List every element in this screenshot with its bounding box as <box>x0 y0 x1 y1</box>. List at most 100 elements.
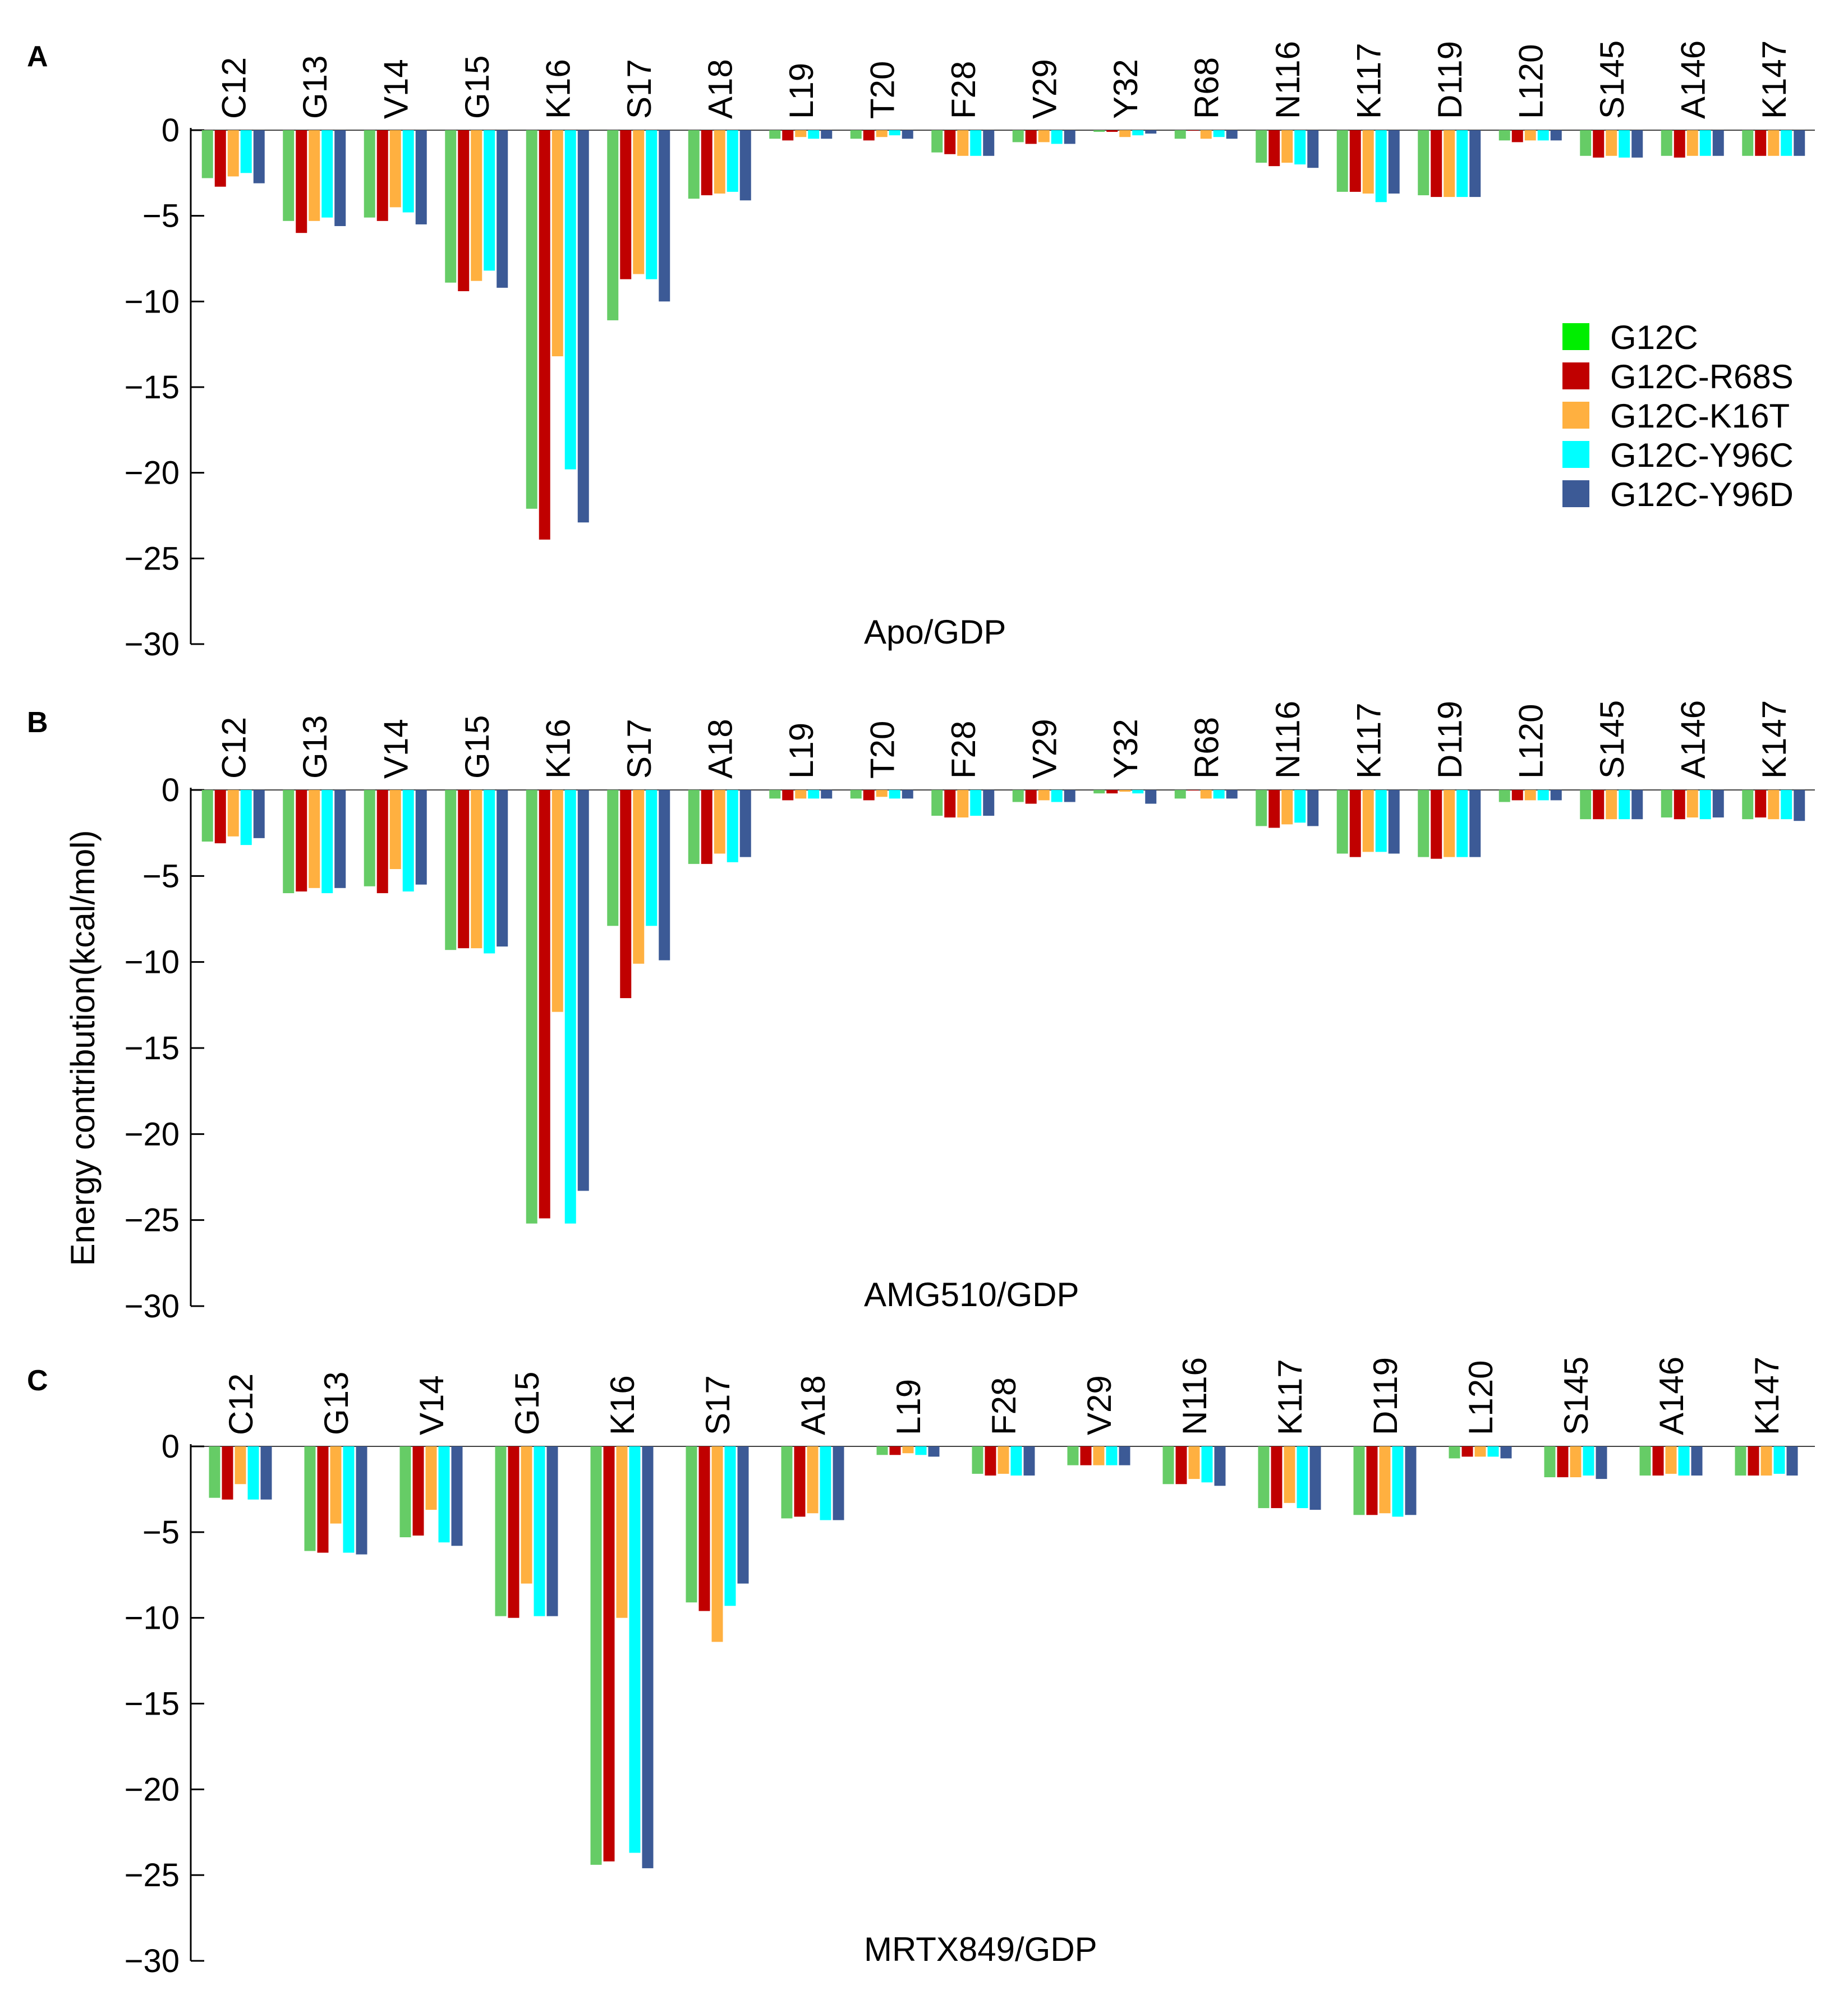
bar-g12c-y96d-a18 <box>833 1446 844 1520</box>
bar-g12c-r68s-s17 <box>698 1446 710 1611</box>
bar-g12c-r68s-c12 <box>214 130 226 187</box>
panel-b: B 0 −5 −10 −15 −20 −25 −30 C12 G13 V14 G15 K16 S17 A18… <box>27 700 1815 1325</box>
category-label-c12: C12 <box>215 717 252 779</box>
category-label-v29: V29 <box>1081 1375 1118 1435</box>
bar-g12c-y96d-l120 <box>1500 1446 1512 1459</box>
bar-g12c-r68s-t20 <box>863 790 875 801</box>
bar-g12c-k16t-s17 <box>711 1446 723 1642</box>
bar-g12c-y96d-c12 <box>260 1446 272 1500</box>
bar-g12c-k16t-a146 <box>1686 790 1698 818</box>
category-label-y32: Y32 <box>1107 59 1144 119</box>
bar-g12c-y96c-k117 <box>1375 790 1387 852</box>
category-label-l120: L120 <box>1462 1361 1500 1435</box>
bar-g12c-y96d-l19 <box>821 790 833 799</box>
bar-g12c-s17 <box>686 1446 697 1603</box>
bar-g12c-r68s-n116 <box>1268 130 1280 167</box>
panel-a: A 0 −5 −10 −15 −20 −25 −30 C12 G13 V14 G15 K16 S17 A18… <box>27 40 1815 663</box>
bar-g12c-y96d-s17 <box>659 130 670 302</box>
bar-g12c-k16t-v14 <box>389 130 401 208</box>
bar-g12c-y96d-g13 <box>334 790 346 888</box>
bar-g12c-y96d-c12 <box>253 790 265 838</box>
bar-g12c-k16t-f28 <box>957 790 969 818</box>
bar-g12c-y96c-g13 <box>343 1446 355 1553</box>
category-label-a18: A18 <box>794 1375 832 1435</box>
category-label-k147: K147 <box>1748 1357 1786 1435</box>
category-label-l19: L19 <box>783 723 820 779</box>
bar-g12c-r68s-f28 <box>985 1446 996 1476</box>
bar-g12c-r68s-s17 <box>620 790 632 999</box>
bar-g12c-r68s-k147 <box>1748 1446 1759 1476</box>
bar-g12c-y96d-g13 <box>334 130 346 226</box>
bar-g12c-r68s-c12 <box>222 1446 233 1500</box>
bar-g12c-k16t-t20 <box>876 130 888 137</box>
y-tick-label: −15 <box>125 369 180 406</box>
bar-g12c-v14 <box>364 790 375 886</box>
bar-g12c-c12 <box>201 130 213 178</box>
category-label-s17: S17 <box>620 719 658 779</box>
bar-g12c-k16t-s17 <box>633 130 645 274</box>
category-label-n116: N116 <box>1269 701 1307 779</box>
bar-g12c-k16t-g13 <box>309 790 320 888</box>
bar-g12c-k16t-a18 <box>807 1446 819 1514</box>
bar-g12c-y96d-a146 <box>1712 130 1724 156</box>
legend-label-g12c-r68s: G12C-R68S <box>1610 358 1794 396</box>
bar-g12c-t20 <box>850 130 862 139</box>
bar-g12c-s145 <box>1544 1446 1556 1478</box>
y-axis-label: Energy contribution(kcal/mol) <box>64 830 102 1266</box>
bar-g12c-d119 <box>1353 1446 1365 1515</box>
bar-g12c-k147 <box>1735 1446 1746 1476</box>
bar-g12c-y96d-v29 <box>1064 790 1075 802</box>
category-label-s145: S145 <box>1593 40 1631 119</box>
bar-g12c-y96c-d119 <box>1456 790 1468 857</box>
bar-g12c-k147 <box>1742 790 1754 820</box>
bar-g12c-y96d-d119 <box>1469 130 1481 197</box>
bar-g12c-f28 <box>931 790 943 816</box>
bar-g12c-k16t-l120 <box>1474 1446 1486 1457</box>
bar-g12c-y96c-n116 <box>1294 790 1306 823</box>
bar-g12c-y96d-l120 <box>1550 790 1562 801</box>
bar-g12c-r68s-g15 <box>458 790 470 949</box>
panel-letter: C <box>27 1364 48 1397</box>
category-label-l19: L19 <box>783 63 820 119</box>
panel-letter: A <box>27 40 48 73</box>
bar-g12c-k16t-g13 <box>309 130 320 221</box>
bar-g12c-k16t-d119 <box>1379 1446 1391 1514</box>
bar-g12c-g13 <box>304 1446 316 1551</box>
y-tick-label: −25 <box>125 540 180 577</box>
bar-g12c-k16t-g13 <box>330 1446 342 1524</box>
bar-g12c-r68s-k117 <box>1349 130 1361 192</box>
bar-g12c-k16t-a146 <box>1686 130 1698 156</box>
bar-g12c-y96c-k147 <box>1781 130 1792 156</box>
bar-g12c-r68s-n116 <box>1268 790 1280 828</box>
category-label-r68: R68 <box>1188 717 1225 779</box>
bar-g12c-r68s-s145 <box>1557 1446 1569 1478</box>
y-tick-label: −20 <box>125 455 180 491</box>
bar-g12c-y96c-v29 <box>1051 130 1063 144</box>
bar-g12c-r68s-v29 <box>1025 130 1037 144</box>
legend-label-g12c-k16t: G12C-K16T <box>1610 397 1790 435</box>
y-tick-label: −10 <box>125 944 180 981</box>
bar-g12c-y96d-f28 <box>1023 1446 1035 1476</box>
category-label-a146: A146 <box>1674 700 1712 779</box>
bar-g12c-k16t-a146 <box>1665 1446 1677 1474</box>
y-tick-label: −30 <box>125 1943 180 1979</box>
bar-g12c-y96c-y32 <box>1132 790 1144 794</box>
bar-g12c-y96c-d119 <box>1392 1446 1404 1517</box>
bar-g12c-r68s-k147 <box>1755 130 1767 156</box>
panel-letter: B <box>27 706 48 739</box>
bar-g12c-l19 <box>769 790 781 799</box>
bar-g12c-a146 <box>1661 790 1672 818</box>
bar-g12c-y96d-g15 <box>497 130 508 288</box>
bar-g12c-k16t-v14 <box>425 1446 437 1510</box>
category-label-v29: V29 <box>1026 59 1063 119</box>
category-label-g13: G13 <box>318 1372 355 1435</box>
bar-g12c-k16t-g15 <box>471 790 482 949</box>
bar-g12c-y32 <box>1093 790 1105 794</box>
bar-g12c-d119 <box>1418 790 1429 857</box>
bar-g12c-r68s-y32 <box>1106 130 1118 132</box>
bar-g12c-y96c-s17 <box>724 1446 736 1606</box>
bar-g12c-k16t-s145 <box>1606 790 1617 820</box>
bar-g12c-y96c-d119 <box>1456 130 1468 197</box>
category-label-t20: T20 <box>863 61 901 119</box>
bar-g12c-k16t-s17 <box>633 790 645 964</box>
